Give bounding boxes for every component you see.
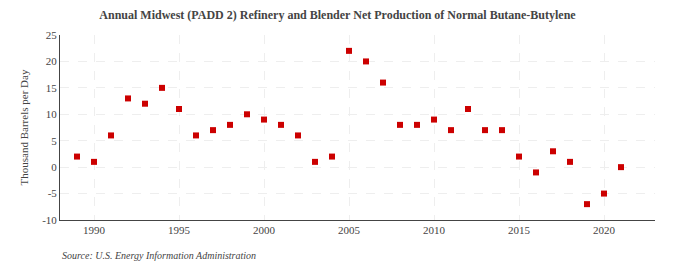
svg-text:15: 15 xyxy=(46,82,58,94)
svg-text:0: 0 xyxy=(51,161,57,173)
svg-text:2010: 2010 xyxy=(423,224,446,236)
svg-text:1995: 1995 xyxy=(168,224,191,236)
svg-text:-10: -10 xyxy=(42,214,57,226)
svg-text:1990: 1990 xyxy=(83,224,106,236)
svg-text:Thousand Barrels per Day: Thousand Barrels per Day xyxy=(18,69,30,185)
svg-text:Source: U.S. Energy Informatio: Source: U.S. Energy Information Administ… xyxy=(62,250,256,261)
svg-text:Annual Midwest (PADD 2) Refine: Annual Midwest (PADD 2) Refinery and Ble… xyxy=(99,8,576,22)
svg-text:2000: 2000 xyxy=(253,224,276,236)
svg-text:10: 10 xyxy=(46,108,58,120)
svg-text:20: 20 xyxy=(46,55,58,67)
svg-text:2005: 2005 xyxy=(338,224,361,236)
svg-text:-5: -5 xyxy=(48,187,58,199)
svg-text:2015: 2015 xyxy=(508,224,531,236)
svg-text:25: 25 xyxy=(46,29,58,41)
svg-text:5: 5 xyxy=(51,135,57,147)
svg-text:2020: 2020 xyxy=(593,224,616,236)
